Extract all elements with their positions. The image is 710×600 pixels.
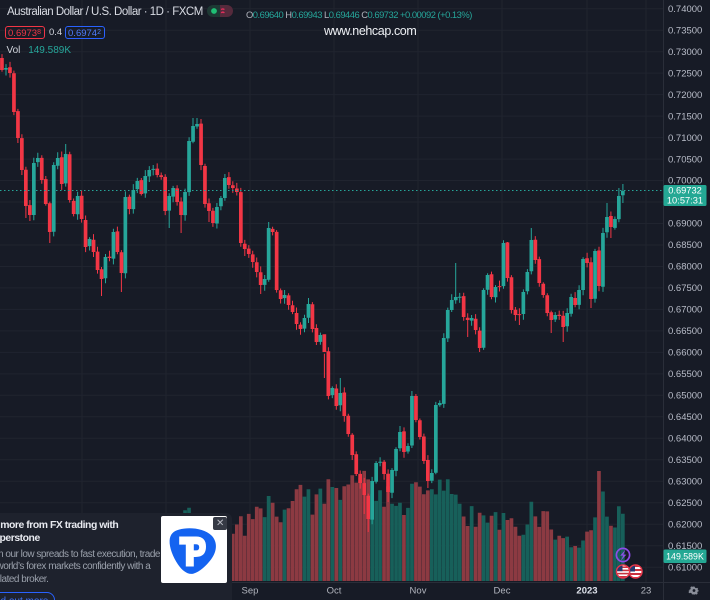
svg-text:0.70000: 0.70000 — [668, 176, 702, 187]
svg-text:0.64000: 0.64000 — [668, 434, 702, 445]
svg-text:10:57:31: 10:57:31 — [667, 195, 703, 205]
svg-text:0.69732: 0.69732 — [668, 186, 702, 196]
svg-text:0.62500: 0.62500 — [668, 498, 702, 509]
svg-text:149.589K: 149.589K — [666, 551, 704, 561]
svg-text:0.61500: 0.61500 — [668, 541, 702, 552]
svg-text:0.61000: 0.61000 — [668, 562, 702, 573]
svg-text:0.67500: 0.67500 — [668, 283, 702, 294]
svg-text:0.72500: 0.72500 — [668, 68, 702, 79]
svg-text:0.69000: 0.69000 — [668, 219, 702, 230]
svg-text:0.71500: 0.71500 — [668, 111, 702, 122]
svg-text:Oct: Oct — [327, 586, 342, 597]
svg-text:0.71000: 0.71000 — [668, 133, 702, 144]
svg-text:0.65500: 0.65500 — [668, 369, 702, 380]
svg-text:2023: 2023 — [576, 586, 597, 597]
svg-text:0.62000: 0.62000 — [668, 519, 702, 530]
svg-text:0.73500: 0.73500 — [668, 25, 702, 36]
svg-text:0.65000: 0.65000 — [668, 391, 702, 402]
svg-text:0.66000: 0.66000 — [668, 348, 702, 359]
svg-text:Dec: Dec — [494, 586, 511, 597]
svg-text:0.68500: 0.68500 — [668, 240, 702, 251]
svg-text:Nov: Nov — [410, 586, 427, 597]
svg-text:0.74000: 0.74000 — [668, 4, 702, 15]
svg-text:0.72000: 0.72000 — [668, 90, 702, 101]
svg-text:0.68000: 0.68000 — [668, 262, 702, 273]
svg-text:0.64500: 0.64500 — [668, 412, 702, 423]
svg-text:0.67000: 0.67000 — [668, 305, 702, 316]
svg-text:0.63500: 0.63500 — [668, 455, 702, 466]
svg-text:0.70500: 0.70500 — [668, 154, 702, 165]
svg-text:0.66500: 0.66500 — [668, 326, 702, 337]
svg-text:23: 23 — [641, 586, 652, 597]
svg-text:0.63000: 0.63000 — [668, 477, 702, 488]
svg-text:0.73000: 0.73000 — [668, 47, 702, 58]
svg-text:Sep: Sep — [242, 586, 259, 597]
